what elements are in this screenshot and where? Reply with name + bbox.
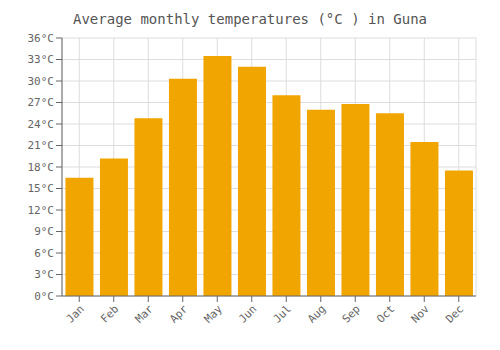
svg-text:Apr: Apr [167,302,191,326]
svg-text:Aug: Aug [305,302,328,325]
svg-text:May: May [202,302,226,326]
svg-text:0°C: 0°C [34,290,54,303]
svg-text:27°C: 27°C [28,96,55,109]
svg-text:Oct: Oct [374,302,397,325]
svg-text:33°C: 33°C [28,53,55,66]
svg-text:15°C: 15°C [28,182,55,195]
svg-text:Jul: Jul [271,302,294,325]
svg-text:30°C: 30°C [28,75,55,88]
html-text:Average monthly temperatures (: Average monthly temperatures (°C ) in Gu… [73,11,427,27]
svg-text:6°C: 6°C [34,247,54,260]
svg-text:24°C: 24°C [28,118,55,131]
svg-text:18°C: 18°C [28,161,55,174]
svg-text:9°C: 9°C [34,225,54,238]
svg-text:Nov: Nov [409,302,433,326]
svg-text:36°C: 36°C [28,32,55,45]
svg-text:3°C: 3°C [34,268,54,281]
svg-text:Sep: Sep [340,302,363,325]
svg-text:Jun: Jun [236,302,259,325]
svg-text:12°C: 12°C [28,204,55,217]
svg-text:Jan: Jan [64,302,87,325]
svg-text:Mar: Mar [133,302,157,326]
svg-text:21°C: 21°C [28,139,55,152]
svg-text:Feb: Feb [98,302,121,325]
svg-text:Dec: Dec [443,302,466,325]
